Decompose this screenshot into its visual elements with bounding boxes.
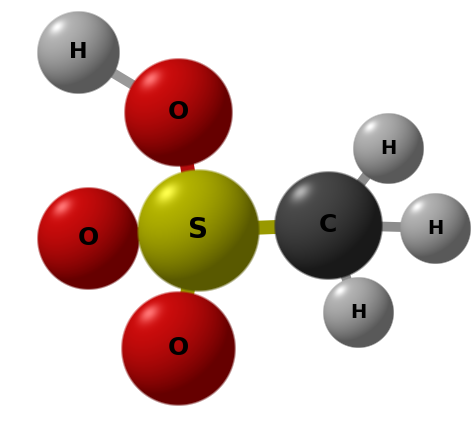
Text: O: O	[167, 336, 189, 360]
Text: H: H	[69, 42, 87, 62]
Text: S: S	[188, 216, 208, 244]
Text: H: H	[427, 219, 443, 237]
Text: O: O	[77, 226, 99, 250]
Text: H: H	[380, 138, 396, 158]
Text: C: C	[319, 213, 337, 237]
Text: O: O	[167, 100, 189, 124]
Text: H: H	[350, 303, 366, 321]
